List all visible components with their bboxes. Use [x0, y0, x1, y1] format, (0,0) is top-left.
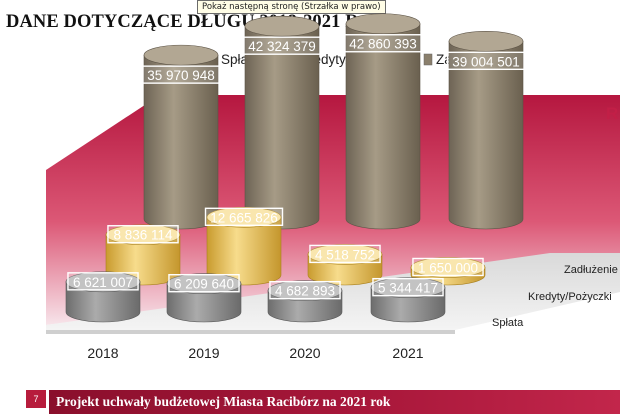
- corner-mark: R: [606, 104, 618, 123]
- chart-floor-front: [46, 330, 455, 334]
- bar-kredyty-po-yczki-2019: [206, 207, 282, 286]
- x-tick-2021: 2021: [392, 345, 423, 361]
- data-label-kredyty-po-yczki-2021: 1 650 000: [418, 260, 478, 275]
- data-label-box: [309, 244, 381, 264]
- x-tick-2020: 2020: [289, 345, 320, 361]
- data-label-sp-ata-2018: 6 621 007: [73, 275, 133, 290]
- depth-label-sp-ata: Spłata: [492, 317, 524, 329]
- depth-axis: Zadłużenie Kredyty/Pożyczki Spłata: [492, 264, 618, 329]
- legend-swatch: [423, 53, 433, 66]
- footer-text: Projekt uchwały budżetowej Miasta Racibó…: [56, 394, 391, 409]
- bar-zad-u-enie-2021: [448, 31, 524, 230]
- data-labels: 35 970 948 42 324 379 42 860 393 39 004 501…: [67, 34, 526, 300]
- x-tick-2018: 2018: [87, 345, 118, 361]
- cylinders: [65, 13, 524, 323]
- bar-sp-ata-2019: [166, 273, 242, 323]
- data-label-kredyty-po-yczki-2018: 8 836 114: [113, 228, 173, 243]
- data-label-box: [168, 274, 240, 293]
- data-label-box: [269, 280, 341, 300]
- bar-zad-u-enie-2019: [244, 15, 320, 230]
- data-label-sp-ata-2020: 4 682 893: [275, 284, 335, 299]
- page-number: 7: [26, 390, 46, 408]
- data-label-box: [67, 272, 139, 291]
- depth-label-zad-u-enie: Zadłużenie: [564, 264, 618, 276]
- data-label-zad-u-enie-2021: 39 004 501: [452, 54, 520, 69]
- bar-sp-ata-2018: [65, 271, 141, 323]
- data-label-box: [446, 51, 526, 71]
- data-label-box: [107, 225, 179, 244]
- data-label-box: [343, 34, 423, 53]
- data-label-zad-u-enie-2018: 35 970 948: [147, 68, 215, 83]
- data-label-box: [141, 65, 221, 84]
- x-tick-2019: 2019: [188, 345, 219, 361]
- bar-zad-u-enie-2020: [345, 13, 421, 230]
- data-label-kredyty-po-yczki-2020: 4 518 752: [315, 247, 375, 262]
- x-axis-ticks: 2018 2019 2020 2021: [87, 345, 423, 361]
- data-label-zad-u-enie-2019: 42 324 379: [248, 39, 316, 54]
- footer-bar: [49, 390, 620, 414]
- data-label-sp-ata-2021: 5 344 417: [378, 281, 438, 296]
- data-label-box: [204, 207, 284, 227]
- data-label-box: [412, 257, 484, 277]
- tooltip: Pokaż następną stronę (Strzałka w prawo): [197, 0, 386, 14]
- data-label-box: [242, 36, 322, 55]
- bar-zad-u-enie-2018: [143, 44, 219, 230]
- data-label-kredyty-po-yczki-2019: 12 665 826: [210, 210, 278, 225]
- data-label-box: [372, 277, 444, 297]
- data-label-sp-ata-2019: 6 209 640: [174, 277, 234, 292]
- depth-label-kredyty-po-yczki: Kredyty/Pożyczki: [528, 291, 612, 303]
- data-label-zad-u-enie-2020: 42 860 393: [349, 37, 417, 52]
